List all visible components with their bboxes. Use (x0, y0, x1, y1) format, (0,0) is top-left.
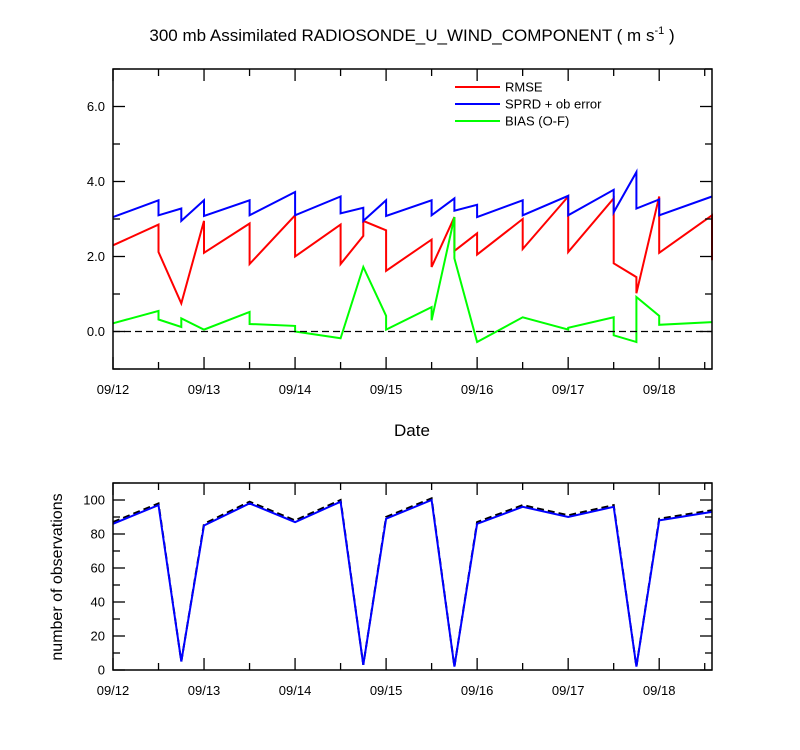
bottom-x-tick-label: 09/18 (643, 683, 676, 698)
bottom-y-tick-label: 100 (83, 493, 105, 508)
top-y-tick-label: 2.0 (87, 249, 105, 264)
bottom-x-tick-label: 09/14 (279, 683, 312, 698)
top-x-tick-label: 09/16 (461, 382, 494, 397)
bottom-y-tick-label: 60 (91, 561, 105, 576)
legend-label: SPRD + ob error (505, 97, 602, 112)
x-axis-label: Date (394, 421, 430, 440)
bottom-x-tick-label: 09/15 (370, 683, 403, 698)
top-x-tick-label: 09/13 (188, 382, 221, 397)
top-x-tick-label: 09/17 (552, 382, 585, 397)
bottom-x-tick-label: 09/16 (461, 683, 494, 698)
bottom-y-tick-label: 20 (91, 629, 105, 644)
bottom-plot-frame (112, 482, 713, 671)
top-panel: 09/12 09/13 09/14 09/15 09/16 09/17 09/18 0.0 2.… (87, 68, 713, 397)
top-series-bias-o-f-line (112, 216, 713, 344)
top-y-tick-label: 0.0 (87, 324, 105, 339)
top-x-tick-label: 09/14 (279, 382, 312, 397)
top-x-tick-label: 09/12 (97, 382, 130, 397)
bottom-x-tick-label: 09/13 (188, 683, 221, 698)
legend-label: BIAS (O-F) (505, 114, 569, 129)
bottom-x-tick-label: 09/12 (97, 683, 130, 698)
bottom-panel: 09/12 09/13 09/14 09/15 09/16 09/17 09/18 0 20 40… (83, 482, 713, 698)
bottom-y-tick-label: 0 (98, 663, 105, 678)
top-plot-frame (112, 68, 713, 370)
bottom-x-tick-label: 09/17 (552, 683, 585, 698)
bottom-series-possible-line (112, 496, 713, 667)
top-x-tick-label: 09/18 (643, 382, 676, 397)
bottom-series-group (112, 496, 713, 667)
top-series-rmse-line (112, 193, 713, 307)
top-y-tick-label: 4.0 (87, 174, 105, 189)
legend-label: RMSE (505, 80, 543, 95)
top-ticks-group: 09/12 09/13 09/14 09/15 09/16 09/17 09/18 0.0 2.… (87, 68, 712, 397)
bottom-y-tick-label: 40 (91, 595, 105, 610)
top-y-tick-label: 6.0 (87, 99, 105, 114)
top-series-sprd-ob-error-line (112, 168, 713, 224)
bottom-series-used-line (112, 498, 713, 667)
top-series-group (112, 168, 713, 344)
bottom-y-tick-label: 80 (91, 527, 105, 542)
chart-title: 300 mb Assimilated RADIOSONDE_U_WIND_COM… (149, 25, 674, 45)
bottom-y-axis-label: number of observations (49, 493, 66, 660)
bottom-ticks-group: 09/12 09/13 09/14 09/15 09/16 09/17 09/18 0 20 40… (83, 482, 712, 698)
top-legend: RMSE SPRD + ob error BIAS (O-F) (455, 80, 602, 129)
top-x-tick-label: 09/15 (370, 382, 403, 397)
